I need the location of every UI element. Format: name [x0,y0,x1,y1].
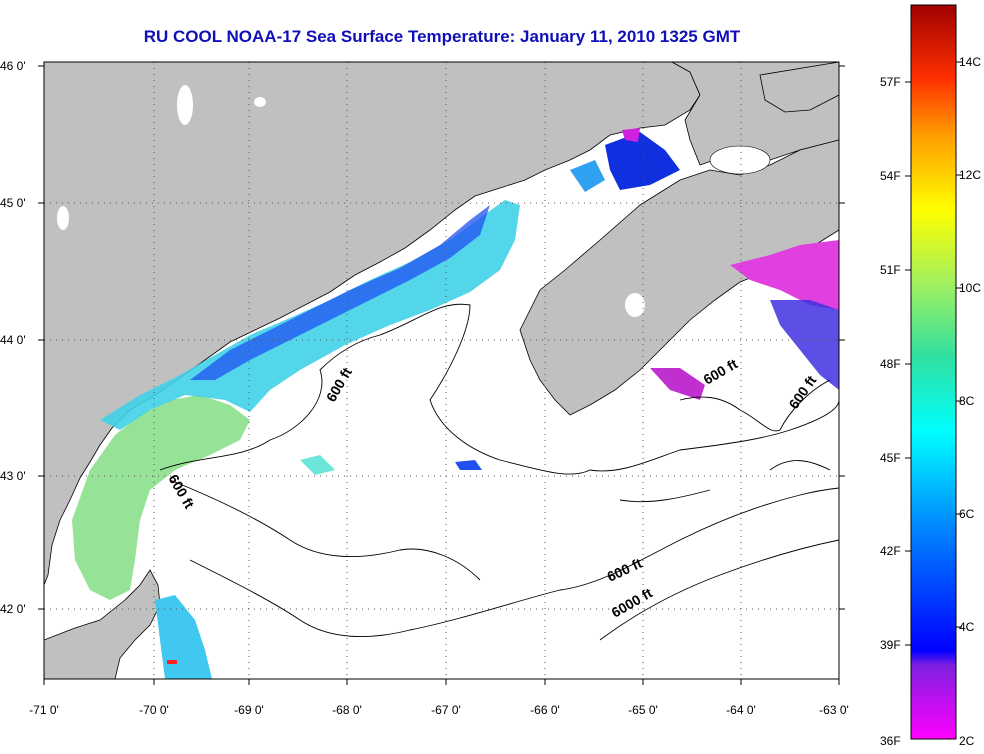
colorbar-f-label: 45F [880,451,901,465]
lat-tick-label: 45 0' [0,196,26,210]
lon-tick-label: -63 0' [819,703,849,717]
sst-red-dot [167,660,177,664]
map-frame [43,61,840,680]
sst-scotian-blue [770,300,839,390]
colorbar-f-label: 48F [880,357,901,371]
lon-tick-label: -69 0' [234,703,264,717]
colorbar-c-label: 14C [959,55,981,69]
colorbar [910,4,957,740]
lon-tick-label: -65 0' [628,703,658,717]
colorbar-f-label: 54F [880,169,901,183]
lon-tick-label: -68 0' [332,703,362,717]
sst-scotian-magenta [730,240,839,310]
sst-fundy-patch [570,160,605,192]
lon-tick-label: -70 0' [139,703,169,717]
colorbar-c-label: 8C [959,394,975,408]
lat-tick-label: 43 0' [0,469,26,483]
lon-tick-label: -64 0' [726,703,756,717]
lon-tick-label: -66 0' [530,703,560,717]
sst-scotian-magenta [650,368,705,400]
ticks [38,65,845,685]
colorbar-f-label: 39F [880,638,901,652]
lat-tick-label: 42 0' [0,602,26,616]
sst-south-strip [155,595,212,679]
colorbar-c-label: 6C [959,507,975,521]
colorbar-c-label: 12C [959,168,981,182]
colorbar-c-label: 2C [959,734,975,748]
sst-scattered-patch [300,455,335,475]
lon-tick-label: -67 0' [431,703,461,717]
lat-tick-label: 44 0' [0,333,26,347]
colorbar-c-label: 4C [959,620,975,634]
graticule [44,62,839,679]
minas-basin [709,145,771,175]
lake [177,85,193,125]
lon-tick-label: -71 0' [29,703,59,717]
colorbar-f-label: 42F [880,544,901,558]
lake [57,206,69,230]
colorbar-ticks [905,61,962,646]
colorbar-c-label: 10C [959,281,981,295]
lake [625,293,645,317]
colorbar-f-label: 36F [880,734,901,748]
sst-scattered-patch [455,460,482,470]
sst-magenta-patch [622,128,640,142]
colorbar-f-label: 51F [880,263,901,277]
land-cape-cod [44,569,161,679]
sst-cool-nearshore [190,205,490,380]
depth-contours [159,303,839,641]
lake [254,97,266,107]
lat-tick-label: 46 0' [0,59,26,73]
colorbar-f-label: 57F [880,75,901,89]
sst-warm-band [72,395,250,600]
land-cape-breton [759,62,839,113]
map-title: RU COOL NOAA-17 Sea Surface Temperature:… [143,27,741,46]
sst-fundy-patch [605,132,680,190]
